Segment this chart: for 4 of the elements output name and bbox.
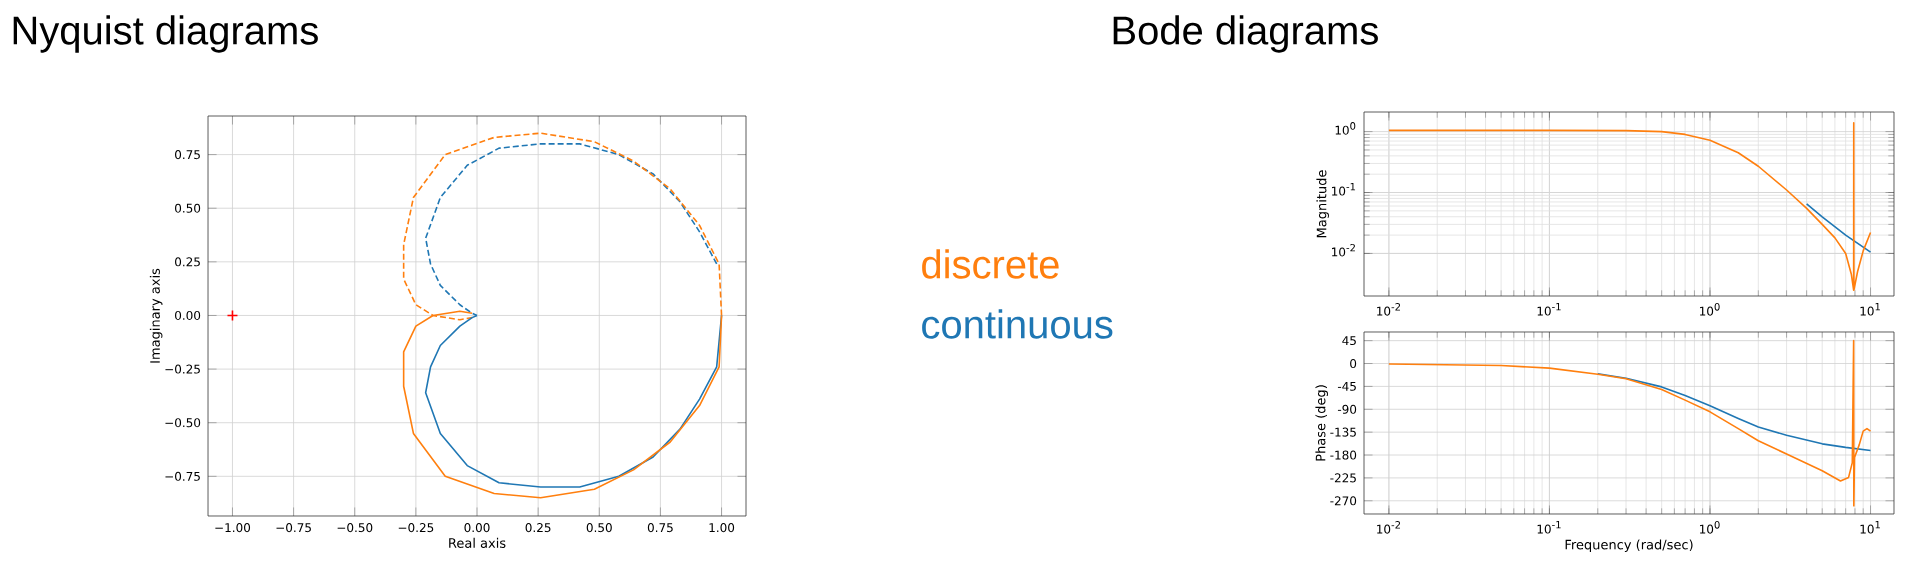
chart-title: Nyquist diagrams <box>13 15 318 53</box>
text: continuous <box>922 309 1113 339</box>
text: discrete <box>922 249 1059 279</box>
chart-title: Bode diagrams <box>1113 15 1378 53</box>
